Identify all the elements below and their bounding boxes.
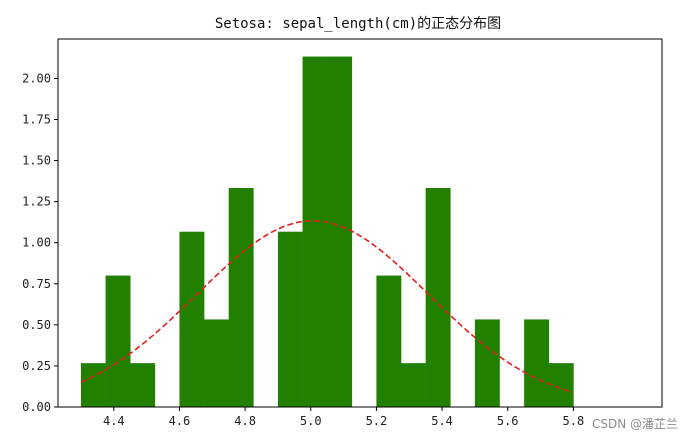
watermark: CSDN @潘芷兰 bbox=[592, 417, 678, 431]
histogram-bar-2 bbox=[130, 363, 156, 407]
histogram-bar-13 bbox=[401, 363, 426, 407]
histogram-bar-8 bbox=[277, 231, 303, 407]
histogram-bars bbox=[80, 56, 574, 407]
y-tick-label-1: 0.25 bbox=[22, 359, 51, 373]
y-tick-label-4: 1.00 bbox=[22, 236, 51, 250]
y-tick-label-7: 1.75 bbox=[22, 113, 51, 127]
histogram-bar-5 bbox=[204, 319, 229, 407]
x-tick-label-7: 5.8 bbox=[563, 414, 585, 428]
histogram-bar-1 bbox=[105, 275, 131, 407]
y-tick-label-2: 0.50 bbox=[22, 318, 51, 332]
chart-title: Setosa: sepal_length(cm)的正态分布图 bbox=[215, 16, 501, 32]
x-axis: 4.4 4.6 4.8 5.0 5.2 5.4 5.6 5.8 bbox=[103, 407, 584, 428]
x-tick-label-4: 5.2 bbox=[366, 414, 388, 428]
histogram-bar-14 bbox=[425, 188, 451, 407]
x-tick-label-0: 4.4 bbox=[103, 414, 125, 428]
x-tick-label-6: 5.6 bbox=[497, 414, 519, 428]
y-tick-label-0: 0.00 bbox=[22, 400, 51, 414]
histogram-bar-19 bbox=[548, 363, 574, 407]
histogram-bar-12 bbox=[376, 275, 402, 407]
plot-frame bbox=[57, 38, 663, 408]
histogram-bar-9 bbox=[302, 56, 328, 407]
normal-curve bbox=[80, 220, 574, 394]
histogram-bar-16 bbox=[474, 319, 500, 407]
histogram-bar-18 bbox=[524, 319, 550, 407]
histogram-bar-10 bbox=[327, 56, 353, 407]
x-tick-label-1: 4.6 bbox=[169, 414, 191, 428]
x-tick-label-2: 4.8 bbox=[234, 414, 256, 428]
y-tick-label-6: 1.50 bbox=[22, 154, 51, 168]
histogram-bar-4 bbox=[179, 231, 205, 407]
x-tick-label-3: 5.0 bbox=[300, 414, 322, 428]
histogram-bar-6 bbox=[228, 188, 254, 407]
y-axis: 0.00 0.25 0.50 0.75 1.00 1.25 1.50 1.75 2.00 bbox=[22, 71, 58, 414]
y-tick-label-5: 1.25 bbox=[22, 195, 51, 209]
x-tick-label-5: 5.4 bbox=[431, 414, 453, 428]
y-tick-label-8: 2.00 bbox=[22, 71, 51, 85]
y-tick-label-3: 0.75 bbox=[22, 277, 51, 291]
histogram-bar-0 bbox=[80, 363, 106, 407]
